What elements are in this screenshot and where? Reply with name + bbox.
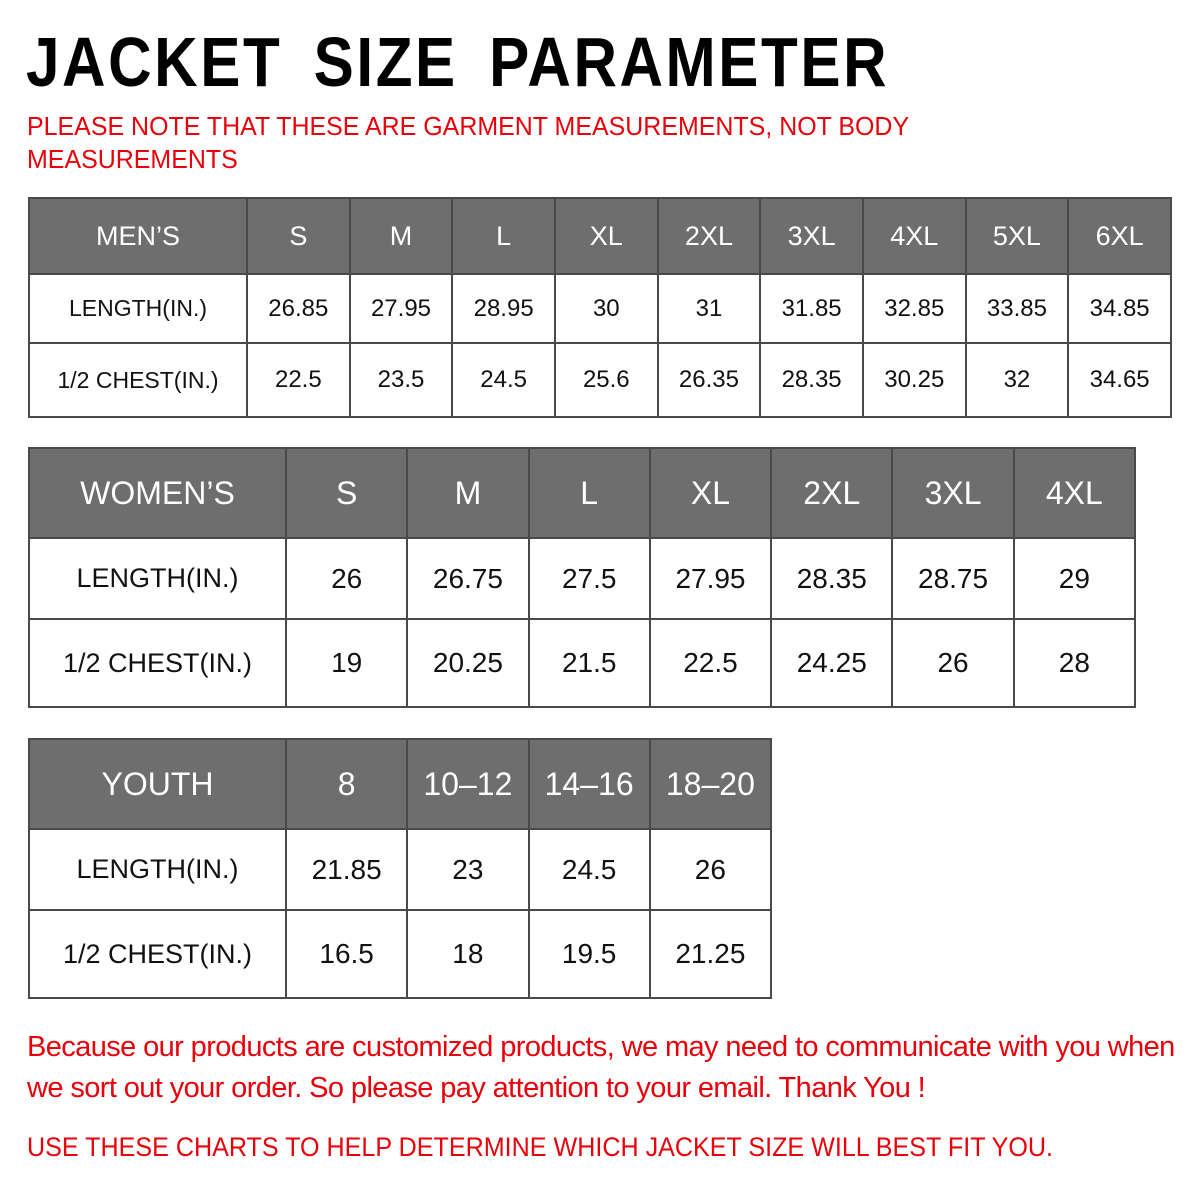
measurement-value: 31.85 — [759, 273, 864, 344]
size-header: XL — [553, 197, 659, 275]
size-header: M — [406, 447, 530, 539]
measurement-value: 28.35 — [759, 342, 864, 418]
table-row: LENGTH(IN.) 26.85 27.95 28.95 30 31 31.85 32.85… — [28, 273, 1172, 344]
category-header: YOUTH — [28, 738, 287, 830]
measurement-value: 22.5 — [246, 342, 351, 418]
measurement-value: 16.5 — [284, 909, 409, 999]
measurement-value: 30.25 — [861, 342, 967, 418]
customization-message: Because our products are customized prod… — [27, 1031, 1175, 1104]
table-row: 1/2 CHEST(IN.) 16.5 18 19.5 21.25 — [28, 909, 773, 999]
measurement-value: 34.65 — [1067, 342, 1172, 418]
measurement-value: 21.85 — [284, 828, 409, 911]
measurement-value: 23 — [406, 828, 530, 911]
size-header: 2XL — [770, 447, 894, 539]
measurement-label: 1/2 CHEST(IN.) — [28, 342, 248, 418]
measurement-label: 1/2 CHEST(IN.) — [28, 909, 287, 999]
page-title: JACKET SIZE PARAMETER — [26, 23, 890, 101]
measurement-value: 25.6 — [553, 342, 659, 418]
header-row: WOMEN’S S M L XL 2XL 3XL 4XL — [28, 447, 1137, 539]
measurement-value: 19.5 — [527, 909, 651, 999]
measurement-value: 20.25 — [406, 618, 530, 708]
size-header: 5XL — [964, 197, 1070, 275]
measurement-value: 19 — [284, 618, 409, 708]
measurement-label: LENGTH(IN.) — [28, 537, 287, 620]
size-header: 8 — [284, 738, 409, 830]
header-row: MEN’S S M L XL 2XL 3XL 4XL 5XL 6XL — [28, 197, 1172, 275]
measurement-value: 27.5 — [527, 537, 651, 620]
measurement-value: 21.5 — [527, 618, 651, 708]
size-header: XL — [648, 447, 773, 539]
garment-note: PLEASE NOTE THAT THESE ARE GARMENT MEASU… — [27, 111, 909, 174]
measurement-value: 18 — [406, 909, 530, 999]
size-header: 3XL — [759, 197, 864, 275]
size-header: M — [348, 197, 454, 275]
youth-size-table: YOUTH 8 10–12 14–16 18–20 LENGTH(IN.) 21.85 23 2… — [28, 738, 773, 999]
measurement-value: 28.35 — [770, 537, 894, 620]
measurement-value: 26 — [648, 828, 773, 911]
measurement-value: 24.5 — [527, 828, 651, 911]
measurement-value: 22.5 — [648, 618, 773, 708]
measurement-value: 26 — [284, 537, 409, 620]
measurement-value: 34.85 — [1067, 273, 1172, 344]
table-row: LENGTH(IN.) 21.85 23 24.5 26 — [28, 828, 773, 911]
table-row: 1/2 CHEST(IN.) 19 20.25 21.5 22.5 24.25 26 28 — [28, 618, 1137, 708]
measurement-value: 26 — [891, 618, 1015, 708]
measurement-value: 23.5 — [348, 342, 454, 418]
womens-size-table: WOMEN’S S M L XL 2XL 3XL 4XL LENGTH(IN.) 26 26.75 2… — [28, 447, 1137, 708]
size-header: 18–20 — [648, 738, 773, 830]
measurement-value: 32 — [964, 342, 1070, 418]
measurement-value: 28.95 — [451, 273, 556, 344]
measurement-value: 29 — [1012, 537, 1137, 620]
measurement-label: LENGTH(IN.) — [28, 828, 287, 911]
size-header: 3XL — [891, 447, 1015, 539]
size-header: S — [284, 447, 409, 539]
measurement-value: 30 — [553, 273, 659, 344]
measurement-value: 21.25 — [648, 909, 773, 999]
category-header: MEN’S — [28, 197, 248, 275]
measurement-value: 24.25 — [770, 618, 894, 708]
size-header: L — [527, 447, 651, 539]
measurement-value: 33.85 — [964, 273, 1070, 344]
header-row: YOUTH 8 10–12 14–16 18–20 — [28, 738, 773, 830]
measurement-value: 27.95 — [648, 537, 773, 620]
measurement-value: 26.75 — [406, 537, 530, 620]
measurement-value: 27.95 — [348, 273, 454, 344]
measurement-value: 28 — [1012, 618, 1137, 708]
mens-size-table: MEN’S S M L XL 2XL 3XL 4XL 5XL 6XL LENGTH(IN.) 26.8… — [28, 197, 1172, 418]
category-header: WOMEN’S — [28, 447, 287, 539]
size-header: S — [246, 197, 351, 275]
size-header: 10–12 — [406, 738, 530, 830]
measurement-label: LENGTH(IN.) — [28, 273, 248, 344]
size-header: 14–16 — [527, 738, 651, 830]
size-header: 4XL — [1012, 447, 1137, 539]
size-header: 4XL — [861, 197, 967, 275]
measurement-value: 28.75 — [891, 537, 1015, 620]
measurement-value: 26.85 — [246, 273, 351, 344]
measurement-label: 1/2 CHEST(IN.) — [28, 618, 287, 708]
measurement-value: 24.5 — [451, 342, 556, 418]
table-row: 1/2 CHEST(IN.) 22.5 23.5 24.5 25.6 26.35 28.35… — [28, 342, 1172, 418]
table-row: LENGTH(IN.) 26 26.75 27.5 27.95 28.35 28.75 29 — [28, 537, 1137, 620]
measurement-value: 32.85 — [861, 273, 967, 344]
size-header: L — [451, 197, 556, 275]
size-header: 6XL — [1067, 197, 1172, 275]
size-instruction: USE THESE CHARTS TO HELP DETERMINE WHICH… — [27, 1132, 1054, 1162]
size-header: 2XL — [656, 197, 762, 275]
measurement-value: 31 — [656, 273, 762, 344]
measurement-value: 26.35 — [656, 342, 762, 418]
